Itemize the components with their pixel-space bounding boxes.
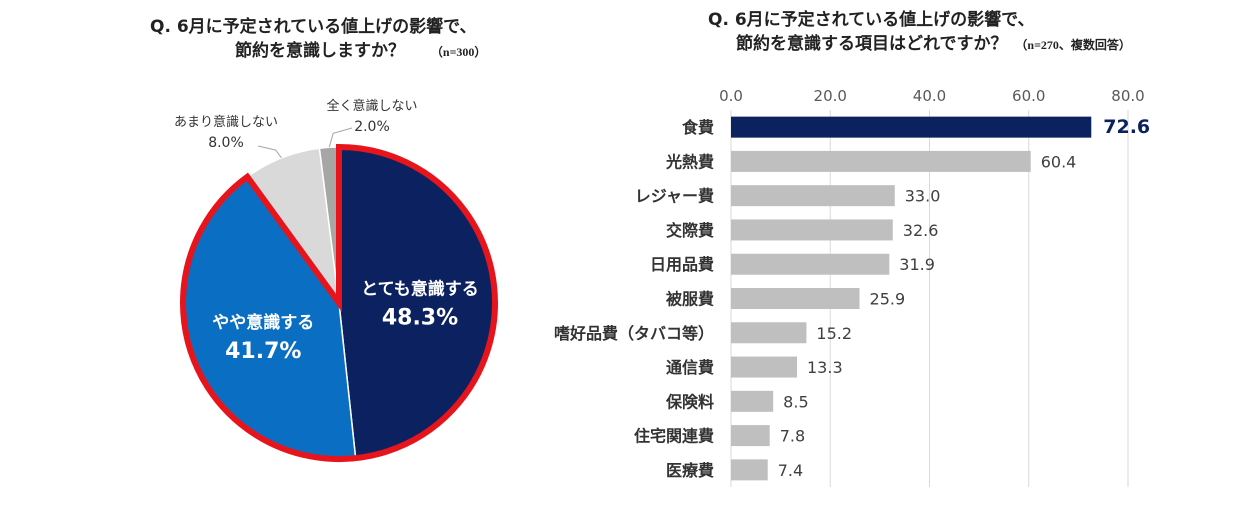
bar-9 — [731, 425, 770, 447]
value-label: 25.9 — [870, 290, 906, 309]
pie-highlight-outline — [180, 143, 498, 462]
category-label: 被服費 — [666, 290, 714, 309]
category-label: 医療費 — [666, 461, 714, 480]
category-label: 嗜好品費（タバコ等） — [554, 324, 714, 343]
pie-slice-label-2: あまり意識しない — [174, 114, 278, 130]
pie-sample-size-note: （n=300） — [430, 45, 487, 59]
pie-leader-line-2 — [257, 145, 282, 159]
bar-title-line1: Q. 6月に予定されている値上げの影響で、 — [708, 10, 1035, 30]
category-label: 光熱費 — [665, 152, 714, 171]
bar-6 — [731, 322, 807, 344]
bar-0 — [731, 116, 1092, 138]
value-label: 31.9 — [899, 255, 935, 274]
value-label: 33.0 — [905, 187, 941, 206]
bar-title-line2: 節約を意識する項目はどれですか？ — [736, 34, 1008, 54]
bar-4 — [731, 253, 890, 275]
pie-slice-value-1: 41.7% — [225, 339, 301, 364]
category-label: 保険料 — [665, 392, 714, 411]
x-tick-label: 40.0 — [913, 87, 946, 105]
value-label: 8.5 — [783, 392, 808, 411]
category-label: 日用品費 — [650, 255, 714, 274]
category-label: 食費 — [681, 118, 714, 137]
pie-slice-value-3: 2.0% — [354, 119, 390, 135]
x-tick-label: 60.0 — [1012, 87, 1045, 105]
category-label: 通信費 — [666, 358, 714, 377]
pie-chart-title: Q. 6月に予定されている値上げの影響で、 節約を意識しますか？ （n=300） — [150, 15, 486, 64]
bar-8 — [731, 390, 774, 412]
bar-3 — [731, 219, 893, 241]
bar-sample-size-note: （n=270、複数回答） — [1015, 38, 1131, 52]
value-label: 32.6 — [903, 221, 939, 240]
value-label: 7.4 — [778, 461, 803, 480]
value-label: 60.4 — [1041, 152, 1077, 171]
bar-2 — [731, 185, 895, 207]
x-tick-label: 0.0 — [719, 87, 743, 105]
pie-title-line1: Q. 6月に予定されている値上げの影響で、 — [150, 17, 477, 37]
pie-slice-value-2: 8.0% — [208, 135, 244, 151]
category-label: 交際費 — [666, 221, 714, 240]
value-label: 15.2 — [816, 324, 852, 343]
bar-1 — [731, 150, 1031, 172]
value-label: 7.8 — [780, 427, 805, 446]
category-label: 住宅関連費 — [634, 427, 714, 446]
bar-chart-title: Q. 6月に予定されている値上げの影響で、 節約を意識する項目はどれですか？ （… — [708, 8, 1131, 57]
pie-slice-label-0: とても意識する — [361, 279, 479, 300]
value-label: 13.3 — [807, 358, 843, 377]
pie-chart: とても意識する 48.3% やや意識する 41.7% あまり意識しない 8.0% 全く意識し… — [174, 98, 498, 462]
pie-slice-value-0: 48.3% — [382, 306, 458, 331]
bar-5 — [731, 288, 860, 309]
pie-title-line2: 節約を意識しますか？ — [235, 41, 405, 61]
x-tick-label: 20.0 — [814, 87, 847, 105]
category-label: レジャー費 — [635, 187, 714, 206]
pie-slice-label-3: 全く意識しない — [326, 98, 417, 114]
bar-10 — [731, 459, 768, 481]
x-tick-label: 80.0 — [1111, 87, 1144, 105]
value-label: 72.6 — [1103, 116, 1150, 138]
pie-leader-line-3 — [328, 127, 353, 148]
bar-7 — [731, 356, 798, 378]
pie-slice-label-1: やや意識する — [212, 312, 314, 333]
